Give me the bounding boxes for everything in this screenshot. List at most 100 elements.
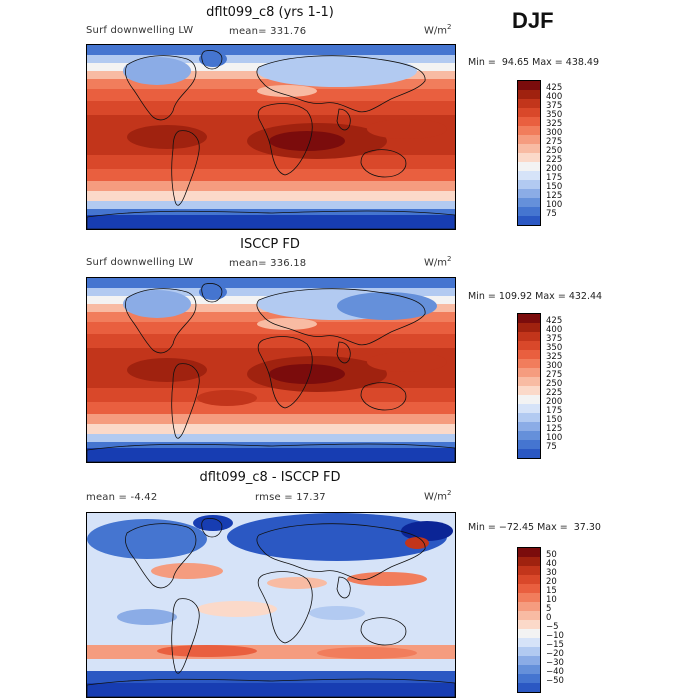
colorbar-swatch bbox=[518, 189, 540, 198]
colorbar-tick-label: 15 bbox=[546, 586, 557, 596]
colorbar-swatch bbox=[518, 153, 540, 162]
panel-3-map bbox=[86, 512, 456, 698]
colorbar-swatch bbox=[518, 395, 540, 404]
panel-3-colorbar bbox=[517, 547, 541, 693]
colorbar-swatch bbox=[518, 431, 540, 440]
colorbar-swatch bbox=[518, 350, 540, 359]
colorbar-swatch bbox=[518, 135, 540, 144]
colorbar-swatch bbox=[518, 422, 540, 431]
colorbar-tick-label: 425 bbox=[546, 83, 563, 93]
colorbar-swatch bbox=[518, 144, 540, 153]
colorbar-tick-label: 175 bbox=[546, 406, 563, 416]
colorbar-tick-label: 20 bbox=[546, 577, 557, 587]
panel-1-title: dflt099_c8 (yrs 1-1) bbox=[206, 5, 334, 20]
colorbar-swatch bbox=[518, 90, 540, 99]
colorbar-swatch bbox=[518, 323, 540, 332]
colorbar-swatch bbox=[518, 207, 540, 216]
panel-1-map bbox=[86, 44, 456, 230]
colorbar-swatch bbox=[518, 180, 540, 189]
colorbar-swatch bbox=[518, 548, 540, 557]
panel-1-mean: mean= 331.76 bbox=[229, 26, 307, 37]
colorbar-swatch bbox=[518, 413, 540, 422]
colorbar-tick-label: 125 bbox=[546, 191, 563, 201]
colorbar-swatch bbox=[518, 198, 540, 207]
colorbar-swatch bbox=[518, 377, 540, 386]
colorbar-swatch bbox=[518, 449, 540, 458]
colorbar-swatch bbox=[518, 368, 540, 377]
colorbar-swatch bbox=[518, 332, 540, 341]
colorbar-swatch bbox=[518, 584, 540, 593]
colorbar-swatch bbox=[518, 575, 540, 584]
colorbar-swatch bbox=[518, 81, 540, 90]
colorbar-tick-label: 100 bbox=[546, 433, 563, 443]
colorbar-tick-label: 400 bbox=[546, 325, 563, 335]
colorbar-swatch bbox=[518, 674, 540, 683]
colorbar-swatch bbox=[518, 216, 540, 225]
colorbar-tick-label: 100 bbox=[546, 200, 563, 210]
colorbar-tick-label: 325 bbox=[546, 352, 563, 362]
colorbar-tick-label: −5 bbox=[546, 622, 559, 632]
colorbar-swatch bbox=[518, 171, 540, 180]
colorbar-swatch bbox=[518, 162, 540, 171]
colorbar-tick-label: 250 bbox=[546, 146, 563, 156]
colorbar-tick-label: 275 bbox=[546, 137, 563, 147]
colorbar-tick-label: 325 bbox=[546, 119, 563, 129]
panel-3-rmse: rmse = 17.37 bbox=[255, 492, 326, 503]
panel-3-mean: mean = -4.42 bbox=[86, 492, 158, 503]
panel-3-units: W/m2 bbox=[424, 489, 452, 503]
colorbar-tick-label: −30 bbox=[546, 658, 564, 668]
colorbar-tick-label: −20 bbox=[546, 649, 564, 659]
colorbar-tick-label: 75 bbox=[546, 442, 557, 452]
colorbar-swatch bbox=[518, 665, 540, 674]
colorbar-tick-label: 75 bbox=[546, 209, 557, 219]
colorbar-tick-label: 400 bbox=[546, 92, 563, 102]
colorbar-tick-label: −50 bbox=[546, 676, 564, 686]
colorbar-tick-label: 300 bbox=[546, 128, 563, 138]
colorbar-swatch bbox=[518, 683, 540, 692]
colorbar-swatch bbox=[518, 341, 540, 350]
panel-2-title: ISCCP FD bbox=[240, 237, 300, 252]
colorbar-swatch bbox=[518, 593, 540, 602]
colorbar-tick-label: 10 bbox=[546, 595, 557, 605]
colorbar-swatch bbox=[518, 99, 540, 108]
colorbar-tick-label: 350 bbox=[546, 343, 563, 353]
colorbar-swatch bbox=[518, 404, 540, 413]
colorbar-tick-label: 275 bbox=[546, 370, 563, 380]
colorbar-tick-label: 40 bbox=[546, 559, 557, 569]
colorbar-tick-label: −40 bbox=[546, 667, 564, 677]
colorbar-tick-label: 225 bbox=[546, 155, 563, 165]
colorbar-swatch bbox=[518, 629, 540, 638]
panel-2-minmax: Min = 109.92 Max = 432.44 bbox=[468, 291, 603, 302]
colorbar-swatch bbox=[518, 557, 540, 566]
colorbar-swatch bbox=[518, 620, 540, 629]
colorbar-swatch bbox=[518, 647, 540, 656]
colorbar-tick-label: 250 bbox=[546, 379, 563, 389]
colorbar-tick-label: −10 bbox=[546, 631, 564, 641]
colorbar-swatch bbox=[518, 566, 540, 575]
season-label: DJF bbox=[512, 8, 554, 33]
panel-2-variable: Surf downwelling LW bbox=[86, 257, 194, 268]
colorbar-tick-label: 225 bbox=[546, 388, 563, 398]
panel-2-units: W/m2 bbox=[424, 255, 452, 269]
colorbar-tick-label: 150 bbox=[546, 415, 563, 425]
colorbar-swatch bbox=[518, 117, 540, 126]
colorbar-swatch bbox=[518, 359, 540, 368]
colorbar-tick-label: 200 bbox=[546, 397, 563, 407]
colorbar-swatch bbox=[518, 108, 540, 117]
panel-2-mean: mean= 336.18 bbox=[229, 258, 307, 269]
panel-2-colorbar bbox=[517, 313, 541, 459]
colorbar-tick-label: 350 bbox=[546, 110, 563, 120]
colorbar-tick-label: 175 bbox=[546, 173, 563, 183]
colorbar-tick-label: 50 bbox=[546, 550, 557, 560]
panel-1-colorbar bbox=[517, 80, 541, 226]
colorbar-swatch bbox=[518, 656, 540, 665]
colorbar-tick-label: 5 bbox=[546, 604, 552, 614]
panel-1-variable: Surf downwelling LW bbox=[86, 25, 194, 36]
colorbar-tick-label: 200 bbox=[546, 164, 563, 174]
colorbar-swatch bbox=[518, 602, 540, 611]
colorbar-tick-label: 0 bbox=[546, 613, 552, 623]
colorbar-tick-label: 300 bbox=[546, 361, 563, 371]
colorbar-swatch bbox=[518, 126, 540, 135]
panel-3-minmax: Min = −72.45 Max = 37.30 bbox=[468, 522, 601, 533]
colorbar-swatch bbox=[518, 440, 540, 449]
